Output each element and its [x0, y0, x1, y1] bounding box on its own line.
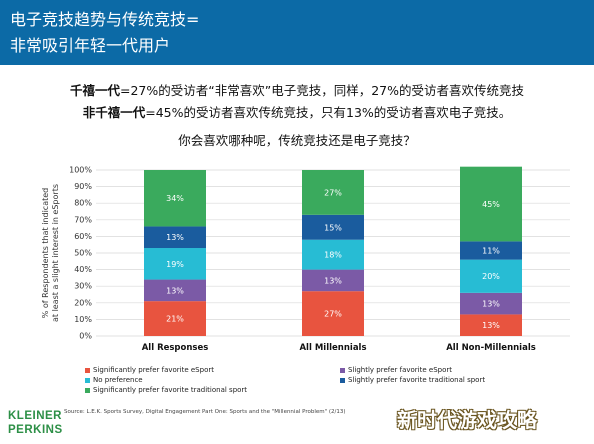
source-note: Source: L.E.K. Sports Survey, Digital En… — [64, 409, 346, 415]
legend-swatch-2 — [85, 377, 90, 383]
bar-data-label: 11% — [482, 247, 500, 256]
x-category-label: All Millennials — [299, 343, 366, 353]
legend-item-4: Significantly prefer favorite traditiona… — [85, 386, 247, 394]
bar-data-label: 19% — [166, 260, 184, 269]
intro-line-2: 非千禧一代=45%的受访者喜欢传统竞技，只有13%的受访者喜欢电子竞技。 — [0, 102, 594, 121]
y-tick-label: 10% — [74, 315, 92, 324]
bar-data-label: 13% — [166, 286, 184, 295]
y-tick-label: 50% — [74, 249, 92, 258]
title-line-2: 非常吸引年轻一代用户 — [10, 36, 171, 55]
bar-segment — [460, 241, 522, 260]
bar-segment — [144, 248, 206, 280]
intro-line-1: 千禧一代=27%的受访者“非常喜欢”电子竞技，同样，27%的受访者喜欢传统竞技 — [0, 80, 594, 99]
bar-segment — [460, 259, 522, 293]
y-tick-label: 0% — [79, 332, 92, 341]
bar-data-label: 13% — [324, 276, 342, 285]
x-category-label: All Responses — [142, 343, 209, 353]
legend-swatch-0 — [85, 367, 90, 373]
bar-data-label: 13% — [482, 300, 500, 309]
legend-label-4: Significantly prefer favorite traditiona… — [93, 386, 248, 394]
y-tick-label: 80% — [74, 199, 92, 208]
legend-item-1: Slightly prefer favorite eSport — [340, 366, 452, 374]
y-tick-label: 30% — [74, 282, 92, 291]
bar-segment — [460, 292, 522, 315]
intro-line-2-rest: =45%的受访者喜欢传统竞技，只有13%的受访者喜欢电子竞技。 — [145, 105, 512, 120]
bar-segment — [144, 301, 206, 336]
y-tick-label: 100% — [69, 166, 92, 175]
bar-segment — [460, 166, 522, 242]
legend-swatch-4 — [85, 387, 90, 393]
intro-line-1-rest: =27%的受访者“非常喜欢”电子竞技，同样，27%的受访者喜欢传统竞技 — [120, 83, 524, 98]
legend-swatch-3 — [340, 377, 345, 383]
bar-segment — [302, 269, 364, 292]
intro-line-2-bold: 非千禧一代 — [82, 105, 146, 120]
legend-item-0: Significantly prefer favorite eSport — [85, 366, 214, 374]
bar-data-label: 13% — [166, 233, 184, 242]
legend-label-0: Significantly prefer favorite eSport — [93, 366, 214, 374]
title-line-1: 电子竞技趋势与传统竞技= — [10, 10, 200, 29]
bar-segment — [144, 170, 206, 227]
bar-data-label: 45% — [482, 200, 500, 209]
bar-segment — [302, 170, 364, 215]
legend-swatch-1 — [340, 367, 345, 373]
legend-label-3: Slightly prefer favorite traditional spo… — [348, 376, 486, 384]
y-axis-label: % of Respondents that indicatedat least … — [41, 184, 60, 322]
legend-label-1: Slightly prefer favorite eSport — [348, 366, 452, 374]
intro-line-1-bold: 千禧一代 — [69, 83, 120, 98]
y-tick-label: 70% — [74, 215, 92, 224]
y-tick-label: 60% — [74, 232, 92, 241]
bar-data-label: 27% — [324, 310, 342, 319]
bar-data-label: 34% — [166, 194, 184, 203]
x-category-label: All Non-Millennials — [446, 343, 536, 353]
legend-label-2: No preference — [93, 376, 143, 384]
logo-line-2: PERKINS — [8, 424, 63, 436]
question-line: 你会喜欢哪种呢，传统竞技还是电子竞技？ — [178, 133, 416, 148]
bar-segment — [302, 239, 364, 270]
watermark-text: 新时代游戏攻略 — [397, 408, 537, 432]
bar-data-label: 18% — [324, 251, 342, 260]
bar-segment — [460, 314, 522, 336]
legend-item-3: Slightly prefer favorite traditional spo… — [340, 376, 485, 384]
bar-data-label: 20% — [482, 272, 500, 281]
y-tick-label: 20% — [74, 298, 92, 307]
bar-data-label: 27% — [324, 188, 342, 197]
bar-data-label: 13% — [482, 321, 500, 330]
stacked-bar-chart: 0% 10% 20% 30% 40% 50% 60% 70% 80% 90% 100% % of Re… — [41, 166, 570, 353]
y-tick-label: 90% — [74, 182, 92, 191]
bar-segment — [144, 226, 206, 249]
title-banner: 电子竞技趋势与传统竞技= 非常吸引年轻一代用户 — [0, 0, 594, 65]
logo-line-1: KLEINER — [8, 410, 62, 422]
y-tick-label: 40% — [74, 265, 92, 274]
bar-segment — [302, 214, 364, 240]
bar-segment — [144, 279, 206, 302]
bar-data-label: 21% — [166, 315, 184, 324]
bar-segment — [302, 291, 364, 336]
bar-data-label: 15% — [324, 223, 342, 232]
legend-item-2: No preference — [85, 376, 143, 384]
